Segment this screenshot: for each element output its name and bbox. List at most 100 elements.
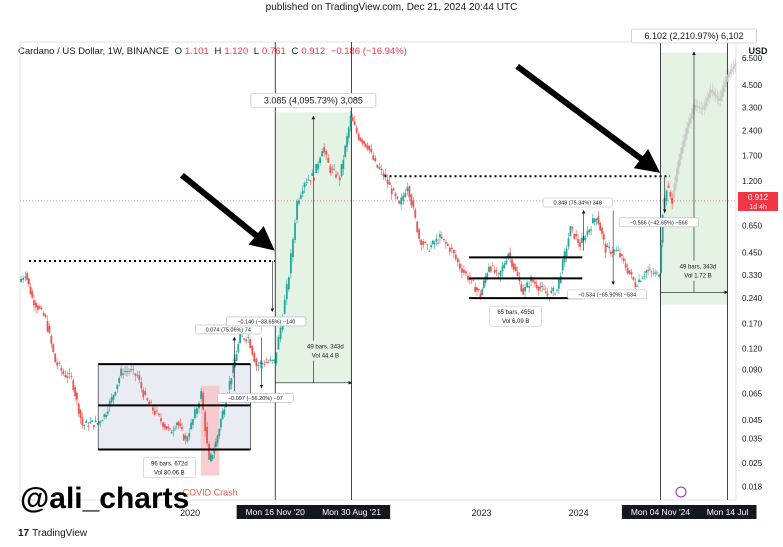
y-axis-tick-label: 2.400 [742, 127, 763, 136]
low-value: 0.761 [262, 46, 286, 57]
candle-body [604, 244, 607, 253]
x-axis-marker-tag [312, 505, 391, 519]
candle-body [522, 288, 525, 295]
candle-body [230, 378, 233, 385]
projection-candle [704, 101, 708, 106]
candle-body [474, 287, 477, 292]
measure-label-box [226, 316, 307, 327]
candle-body [398, 200, 401, 204]
candle-body [581, 237, 583, 243]
candle-body [611, 251, 614, 254]
candle-body [321, 151, 323, 157]
candle-body [299, 195, 302, 199]
candle-body [317, 163, 320, 170]
candle-body [167, 426, 170, 428]
candle-body [477, 288, 480, 291]
candle-body [588, 229, 591, 233]
candle-body [472, 280, 475, 282]
candle-body [154, 410, 156, 415]
candle-body [101, 420, 104, 422]
candle-body [392, 188, 395, 191]
candle-body [294, 223, 296, 240]
candle-body [446, 243, 449, 246]
projection-candle [689, 118, 692, 124]
candle-body [146, 398, 149, 401]
candle-body [116, 384, 119, 390]
candle-body [92, 425, 95, 427]
candle-body [592, 218, 594, 224]
measure-label-box [618, 217, 699, 228]
candle-body [182, 434, 185, 441]
candle-body [35, 302, 37, 308]
y-axis-tick-label: 0.035 [742, 434, 763, 443]
candle-body [158, 413, 160, 415]
symbol-name[interactable]: Cardano / US Dollar, 1W, BINANCE [18, 46, 169, 57]
candle-body [488, 266, 490, 272]
candle-body [422, 241, 425, 245]
candle-body [184, 435, 187, 439]
candle-body [388, 182, 391, 186]
candle-body [667, 185, 670, 189]
consolidation-zone [98, 364, 251, 450]
candle-body [374, 158, 377, 162]
candle-body [595, 218, 598, 221]
candle-body [554, 293, 556, 295]
candle-body [105, 414, 107, 418]
candle-body [323, 147, 326, 153]
candle-body [289, 253, 292, 274]
candle-body [211, 454, 214, 459]
projection-candle [681, 147, 684, 154]
consolidation-bars-label: 65 bars, 455d [497, 310, 534, 316]
candle-body [259, 362, 262, 364]
candle-body [20, 278, 22, 282]
candle-body [27, 278, 30, 285]
y-axis-tick-label: 0.650 [742, 222, 763, 231]
y-axis-tick-label: 0.025 [742, 459, 763, 468]
current-price-countdown: 1d 4h [749, 204, 767, 211]
candle-body [634, 282, 637, 288]
candle-body [136, 374, 139, 376]
candle-body [218, 429, 221, 436]
candle-body [410, 194, 413, 206]
candle-body [142, 389, 145, 398]
candle-body [94, 420, 97, 422]
candle-body [261, 363, 264, 364]
current-price-value: 0.912 [748, 193, 769, 202]
candle-body [372, 155, 375, 160]
candle-body [671, 197, 674, 204]
candle-body [615, 250, 618, 252]
range-volume-label: Vol 44.4 B [312, 354, 339, 360]
low-label: L [253, 46, 260, 57]
candle-body [239, 333, 241, 344]
candle-body [44, 314, 47, 317]
candle-body [60, 367, 63, 371]
candle-body [495, 270, 498, 271]
candle-body [210, 454, 212, 462]
candle-body [162, 422, 164, 427]
measure-label: 0.348 (75.34%) 348 [553, 200, 601, 206]
candle-body [602, 234, 605, 240]
candle-body [626, 268, 629, 274]
projection-candle [673, 182, 677, 191]
candle-body [54, 353, 57, 363]
candle-body [364, 143, 367, 147]
candle-body [641, 277, 644, 279]
candle-body [249, 339, 252, 349]
candle-body [76, 392, 78, 400]
candle-body [340, 164, 343, 177]
candle-body [313, 178, 316, 180]
candle-body [658, 274, 661, 277]
candle-body [267, 361, 270, 363]
candle-body [493, 269, 496, 273]
projection-candle [720, 91, 724, 97]
candle-body [99, 421, 102, 423]
tradingview-logo: 17 TradingView [18, 528, 87, 539]
candle-body [489, 266, 492, 272]
projection-candle [716, 96, 719, 99]
candle-body [118, 377, 121, 384]
candle-body [202, 392, 205, 410]
candle-body [526, 282, 528, 288]
candle-body [120, 368, 123, 376]
candle-body [177, 421, 180, 426]
